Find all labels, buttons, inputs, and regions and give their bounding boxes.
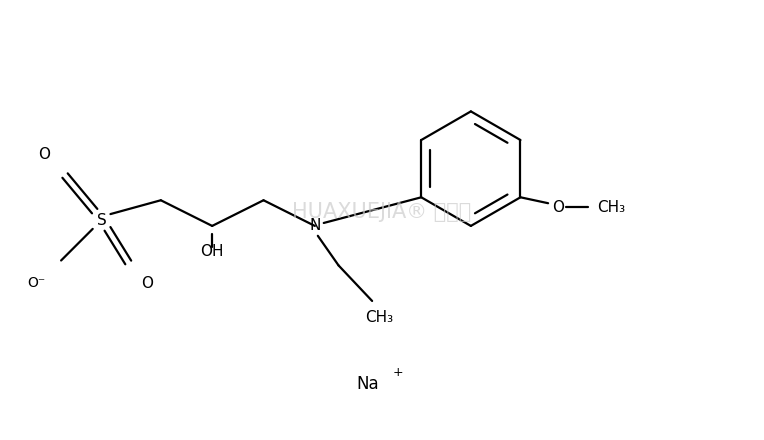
- Text: O: O: [38, 147, 50, 162]
- Text: Na: Na: [357, 375, 380, 393]
- Text: CH₃: CH₃: [597, 200, 626, 215]
- Text: O: O: [552, 200, 564, 215]
- Text: O: O: [141, 276, 153, 291]
- Text: OH: OH: [200, 244, 224, 259]
- Text: +: +: [393, 366, 403, 378]
- Text: N: N: [309, 218, 321, 234]
- Text: O⁻: O⁻: [28, 276, 46, 290]
- Text: CH₃: CH₃: [365, 310, 393, 325]
- Text: S: S: [97, 213, 106, 227]
- Text: HUAXUEJIA® 化学加: HUAXUEJIA® 化学加: [293, 202, 471, 222]
